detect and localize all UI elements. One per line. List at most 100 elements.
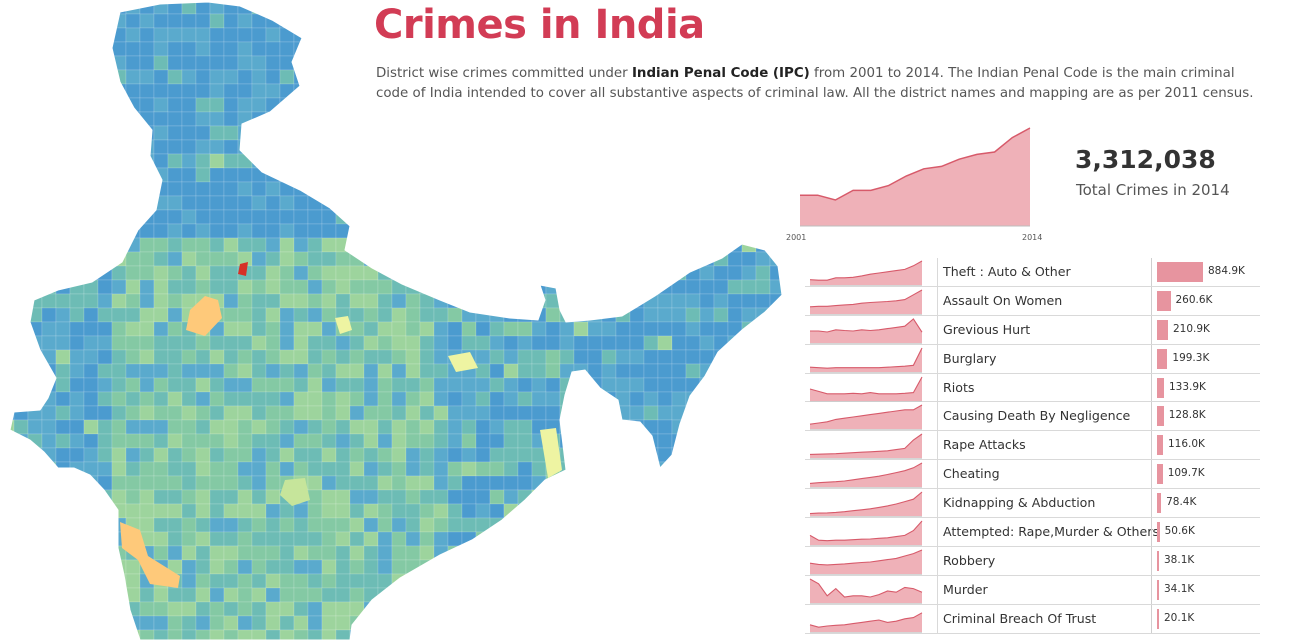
district-cell[interactable] <box>531 475 547 491</box>
district-cell[interactable] <box>755 307 771 323</box>
district-cell[interactable] <box>769 433 784 449</box>
district-cell[interactable] <box>153 83 169 99</box>
district-cell[interactable] <box>713 41 729 57</box>
district-cell[interactable] <box>503 489 519 505</box>
district-cell[interactable] <box>629 251 645 267</box>
district-cell[interactable] <box>503 391 519 407</box>
district-cell[interactable] <box>461 433 477 449</box>
district-cell[interactable] <box>461 181 477 197</box>
district-cell[interactable] <box>601 433 617 449</box>
district-cell[interactable] <box>55 517 71 533</box>
district-cell[interactable] <box>0 125 15 141</box>
district-cell[interactable] <box>153 97 169 113</box>
district-cell[interactable] <box>419 223 435 239</box>
district-cell[interactable] <box>41 83 57 99</box>
district-cell[interactable] <box>741 601 757 617</box>
district-cell[interactable] <box>0 629 15 640</box>
district-cell[interactable] <box>55 447 71 463</box>
district-cell[interactable] <box>517 419 533 435</box>
district-cell[interactable] <box>377 223 393 239</box>
district-cell[interactable] <box>573 475 589 491</box>
district-cell[interactable] <box>545 111 561 127</box>
district-cell[interactable] <box>349 97 365 113</box>
district-cell[interactable] <box>181 27 197 43</box>
district-cell[interactable] <box>741 475 757 491</box>
district-cell[interactable] <box>41 545 57 561</box>
district-cell[interactable] <box>699 531 715 547</box>
district-cell[interactable] <box>279 503 295 519</box>
district-cell[interactable] <box>237 195 253 211</box>
district-cell[interactable] <box>69 237 85 253</box>
crime-row[interactable]: Theft : Auto & Other 884.9K <box>805 258 1260 287</box>
district-cell[interactable] <box>545 251 561 267</box>
district-cell[interactable] <box>713 335 729 351</box>
district-cell[interactable] <box>769 13 784 29</box>
district-cell[interactable] <box>559 293 575 309</box>
district-cell[interactable] <box>139 391 155 407</box>
district-cell[interactable] <box>55 433 71 449</box>
district-cell[interactable] <box>153 545 169 561</box>
district-cell[interactable] <box>601 461 617 477</box>
district-cell[interactable] <box>475 363 491 379</box>
district-cell[interactable] <box>755 433 771 449</box>
district-cell[interactable] <box>55 615 71 631</box>
district-cell[interactable] <box>419 265 435 281</box>
district-cell[interactable] <box>293 307 309 323</box>
district-cell[interactable] <box>615 363 631 379</box>
district-cell[interactable] <box>181 601 197 617</box>
district-cell[interactable] <box>447 629 463 640</box>
district-cell[interactable] <box>209 363 225 379</box>
district-cell[interactable] <box>419 461 435 477</box>
district-cell[interactable] <box>293 433 309 449</box>
district-cell[interactable] <box>0 363 15 379</box>
district-cell[interactable] <box>167 335 183 351</box>
district-cell[interactable] <box>55 251 71 267</box>
district-cell[interactable] <box>405 461 421 477</box>
district-cell[interactable] <box>489 377 505 393</box>
district-cell[interactable] <box>798 364 800 378</box>
district-cell[interactable] <box>643 279 659 295</box>
district-cell[interactable] <box>503 223 519 239</box>
district-cell[interactable] <box>475 601 491 617</box>
district-cell[interactable] <box>55 573 71 589</box>
district-cell[interactable] <box>153 349 169 365</box>
district-cell[interactable] <box>769 461 784 477</box>
district-cell[interactable] <box>13 293 29 309</box>
district-cell[interactable] <box>489 489 505 505</box>
district-cell[interactable] <box>111 181 127 197</box>
district-cell[interactable] <box>111 405 127 421</box>
district-cell[interactable] <box>741 489 757 505</box>
district-cell[interactable] <box>237 27 253 43</box>
district-cell[interactable] <box>755 447 771 463</box>
district-cell[interactable] <box>167 307 183 323</box>
district-cell[interactable] <box>209 55 225 71</box>
district-cell[interactable] <box>784 42 798 56</box>
district-cell[interactable] <box>755 545 771 561</box>
district-cell[interactable] <box>629 335 645 351</box>
district-cell[interactable] <box>209 377 225 393</box>
district-cell[interactable] <box>377 279 393 295</box>
district-cell[interactable] <box>27 97 43 113</box>
district-cell[interactable] <box>55 293 71 309</box>
district-cell[interactable] <box>363 601 379 617</box>
district-cell[interactable] <box>83 629 99 640</box>
district-cell[interactable] <box>475 503 491 519</box>
district-cell[interactable] <box>279 321 295 337</box>
district-cell[interactable] <box>209 167 225 183</box>
district-cell[interactable] <box>784 378 798 392</box>
district-cell[interactable] <box>83 349 99 365</box>
district-cell[interactable] <box>755 475 771 491</box>
district-cell[interactable] <box>727 405 743 421</box>
district-cell[interactable] <box>657 545 673 561</box>
district-cell[interactable] <box>531 321 547 337</box>
district-cell[interactable] <box>699 601 715 617</box>
district-cell[interactable] <box>167 167 183 183</box>
district-cell[interactable] <box>13 349 29 365</box>
district-cell[interactable] <box>153 111 169 127</box>
district-cell[interactable] <box>251 41 267 57</box>
district-cell[interactable] <box>293 601 309 617</box>
district-cell[interactable] <box>798 42 800 56</box>
crime-bar[interactable] <box>1157 348 1168 369</box>
district-cell[interactable] <box>531 629 547 640</box>
district-cell[interactable] <box>237 41 253 57</box>
